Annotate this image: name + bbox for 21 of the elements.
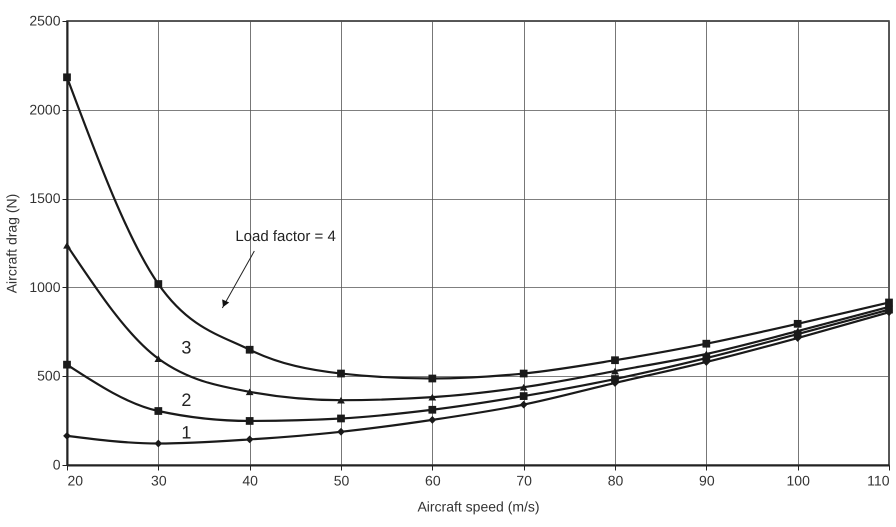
x-axis-title: Aircraft speed (m/s) [417, 498, 540, 514]
x-tick-label: 20 [68, 472, 84, 488]
x-tick-label: 80 [608, 472, 624, 488]
y-tick-label: 500 [37, 368, 61, 384]
y-tick-label: 0 [52, 456, 61, 472]
y-axis-title: Aircraft drag (N) [3, 194, 20, 294]
y-tick-label: 2500 [29, 12, 61, 28]
x-tick-label: 50 [334, 472, 350, 488]
x-tick-label: 100 [786, 472, 810, 488]
series-label: 1 [181, 422, 192, 443]
x-tick-label: 90 [699, 472, 715, 488]
y-tick-label: 1000 [29, 278, 61, 295]
x-tick-label: 110 [867, 472, 890, 488]
x-tick-label: 60 [425, 472, 441, 488]
y-tick-label: 1500 [29, 190, 61, 206]
series-label: 2 [181, 390, 192, 410]
x-tick-label: 40 [242, 472, 258, 488]
x-tick-label: 30 [151, 472, 167, 488]
series-label: 3 [181, 338, 192, 358]
x-tick-label: 70 [516, 472, 532, 488]
y-tick-label: 2000 [29, 101, 61, 118]
